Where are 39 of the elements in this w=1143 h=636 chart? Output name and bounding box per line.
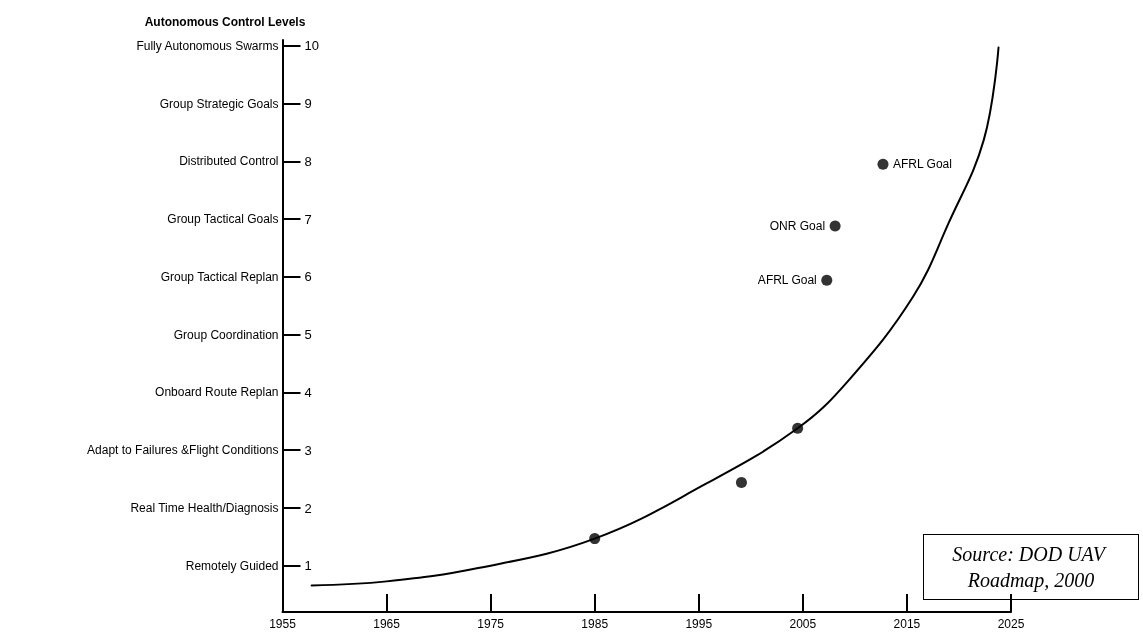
text: Fully Autonomous Swarms <box>136 38 279 53</box>
point <box>589 533 601 545</box>
point <box>792 422 804 434</box>
text: Distributed Control <box>179 154 279 169</box>
y-tick-label: 10 <box>304 38 319 54</box>
point <box>735 477 747 489</box>
y-tick-label: 6 <box>304 269 312 285</box>
text: Group Tactical Goals <box>167 212 279 227</box>
text: Group Tactical Replan <box>160 269 279 284</box>
annotation: AFRL Goal <box>757 273 817 288</box>
y-tick-label: 1 <box>304 558 312 574</box>
x-tick-label: 1965 <box>373 617 401 631</box>
point <box>829 220 841 232</box>
y-tick-label: 4 <box>304 384 312 400</box>
y-tick-label: 8 <box>304 153 312 169</box>
text: Group Strategic Goals <box>159 96 279 111</box>
x-tick-label: 2005 <box>789 617 817 631</box>
point <box>821 274 833 286</box>
x-tick-label: 1955 <box>269 617 297 631</box>
text: Onboard Route Replan <box>155 385 279 400</box>
annotation: AFRL Goal <box>892 157 952 172</box>
x-tick-label: 1975 <box>477 617 505 631</box>
point <box>877 158 889 170</box>
x-tick-label: 2015 <box>893 617 921 631</box>
x-tick-label: 2025 <box>997 617 1025 631</box>
x-tick-label: 1995 <box>685 617 713 631</box>
y-axis-title: Autonomous Control Levels <box>144 15 306 29</box>
annotation: Source: DOD UAV Roadmap, 2000 <box>952 543 1110 592</box>
y-tick-label: 7 <box>304 211 312 227</box>
y-tick-label: 9 <box>304 96 312 112</box>
y-tick-label: 5 <box>304 327 312 343</box>
annotation: ONR Goal <box>769 219 826 234</box>
text: Group Coordination <box>173 327 279 342</box>
y-tick-label: 2 <box>304 500 312 516</box>
text: Adapt to Failures &Flight Conditions <box>87 443 279 458</box>
text: Real Time Health/Diagnosis <box>130 501 279 515</box>
y-tick-label: 3 <box>304 442 312 458</box>
x-tick-label: 1985 <box>581 617 609 631</box>
text: Remotely Guided <box>185 558 279 573</box>
